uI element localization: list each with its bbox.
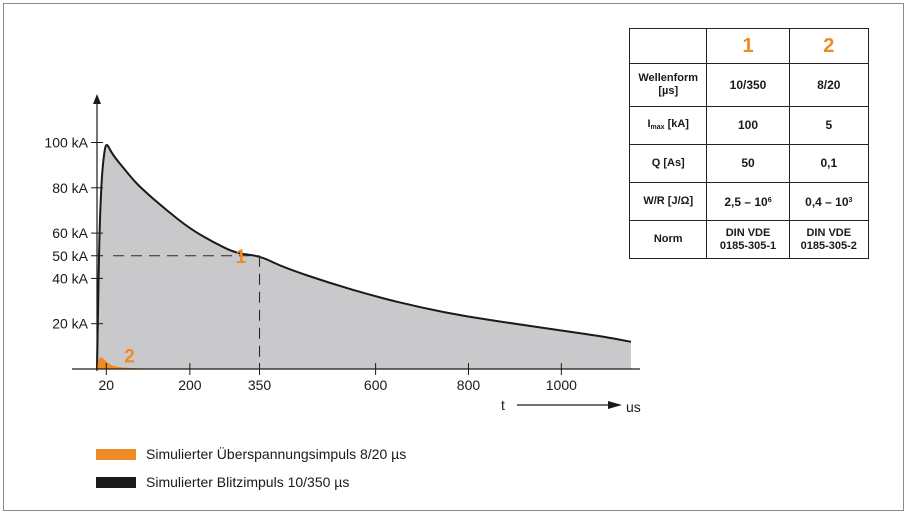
energy-value-1-exponent: 6 — [767, 197, 772, 204]
x-tick-label: 20 — [98, 377, 114, 393]
imax-unit: [kA] — [664, 117, 689, 130]
col-header-1: 1 — [706, 28, 790, 64]
marker-label-2: 2 — [124, 346, 135, 367]
lightning-impulse-line — [96, 144, 632, 370]
energy-value-2-exponent: 3 — [848, 197, 853, 204]
energy-value-1: 2,5 – 106 — [706, 182, 790, 221]
norm-value-1: DIN VDE 0185-305-1 — [706, 220, 790, 259]
norm-value-1-line1: DIN VDE — [725, 226, 771, 239]
chart-labels: 20 kA 40 kA 50 kA 60 kA 80 kA 100 kA 20 200 350 6… — [44, 135, 640, 416]
y-axis-arrow — [93, 94, 101, 104]
x-axis-unit: us — [626, 399, 641, 415]
axes-layer — [72, 94, 640, 409]
table-row-imax: Imax [kA] 100 5 — [628, 106, 870, 145]
table-corner-cell — [628, 28, 708, 64]
table-row-charge: Q [As] 50 0,1 — [628, 144, 870, 183]
legend-swatch-surge — [96, 448, 136, 460]
row-label-waveform-main: Wellenform — [638, 72, 699, 84]
energy-value-1-base: 2,5 – 10 — [724, 195, 768, 209]
y-tick-label: 50 kA — [52, 248, 88, 264]
norm-value-2: DIN VDE 0185-305-2 — [788, 220, 870, 259]
energy-value-2-base: 0,4 – 10 — [805, 195, 849, 209]
series-layer — [96, 144, 632, 370]
x-tick-label: 200 — [178, 377, 202, 393]
x-axis-label: t — [501, 397, 505, 413]
surge-impulse-area — [97, 358, 144, 369]
norm-value-1-line2: 0185-305-1 — [719, 239, 777, 252]
waveform-value-1: 10/350 — [706, 63, 790, 107]
legend-label-surge: Simulierter Überspannungsimpuls 8/20 µs — [146, 446, 407, 462]
charge-value-1: 50 — [706, 144, 790, 183]
imax-value-2: 5 — [788, 106, 870, 145]
imax-subscript: max — [650, 123, 665, 131]
x-tick-label: 600 — [364, 377, 388, 393]
imax-value-1: 100 — [706, 106, 790, 145]
table-row-energy: W/R [J/Ω] 2,5 – 106 0,4 – 103 — [628, 182, 870, 221]
row-label-charge: Q [As] — [628, 144, 708, 183]
surge-impulse-line — [96, 357, 144, 370]
legend-swatch-lightning — [96, 476, 136, 488]
reference-lines — [113, 255, 261, 369]
waveform-value-2: 8/20 — [788, 63, 870, 107]
x-tick-label: 350 — [248, 377, 272, 393]
x-tick-label: 800 — [457, 377, 481, 393]
lightning-impulse-area — [97, 145, 631, 369]
legend-label-lightning: Simulierter Blitzimpuls 10/350 µs — [146, 474, 350, 490]
norm-value-2-line1: DIN VDE — [806, 226, 852, 239]
norm-value-2-line2: 0185-305-2 — [800, 239, 857, 252]
figure-frame — [3, 3, 904, 511]
table-row-waveform: Wellenform [µs] 10/350 8/20 — [628, 63, 870, 107]
row-label-imax: Imax [kA] — [628, 106, 708, 145]
legend-item-lightning: Simulierter Blitzimpuls 10/350 µs — [96, 474, 349, 490]
imax-symbol: I — [647, 117, 651, 130]
row-label-waveform-unit: [µs] — [658, 85, 679, 97]
marker-label-1: 1 — [236, 247, 247, 268]
row-label-waveform: Wellenform [µs] — [628, 63, 708, 107]
waveform-spec-table: 1 2 Wellenform [µs] 10/350 8/20 Imax [kA… — [628, 28, 870, 259]
row-label-norm: Norm — [628, 220, 708, 259]
table-row-norm: Norm DIN VDE 0185-305-1 DIN VDE 0185-305-2 — [628, 220, 870, 259]
x-tick-label: 1000 — [546, 377, 577, 393]
y-tick-label: 40 kA — [52, 270, 88, 286]
time-arrow-head — [608, 401, 622, 409]
row-label-energy: W/R [J/Ω] — [628, 182, 708, 221]
col-header-2: 2 — [788, 28, 870, 64]
y-tick-label: 100 kA — [44, 135, 88, 151]
y-tick-label: 20 kA — [52, 316, 88, 332]
charge-value-2: 0,1 — [788, 144, 870, 183]
y-tick-label: 80 kA — [52, 180, 88, 196]
energy-value-2: 0,4 – 103 — [788, 182, 870, 221]
legend-item-surge: Simulierter Überspannungsimpuls 8/20 µs — [96, 446, 406, 462]
y-tick-label: 60 kA — [52, 225, 88, 241]
table-header-row: 1 2 — [628, 28, 870, 64]
